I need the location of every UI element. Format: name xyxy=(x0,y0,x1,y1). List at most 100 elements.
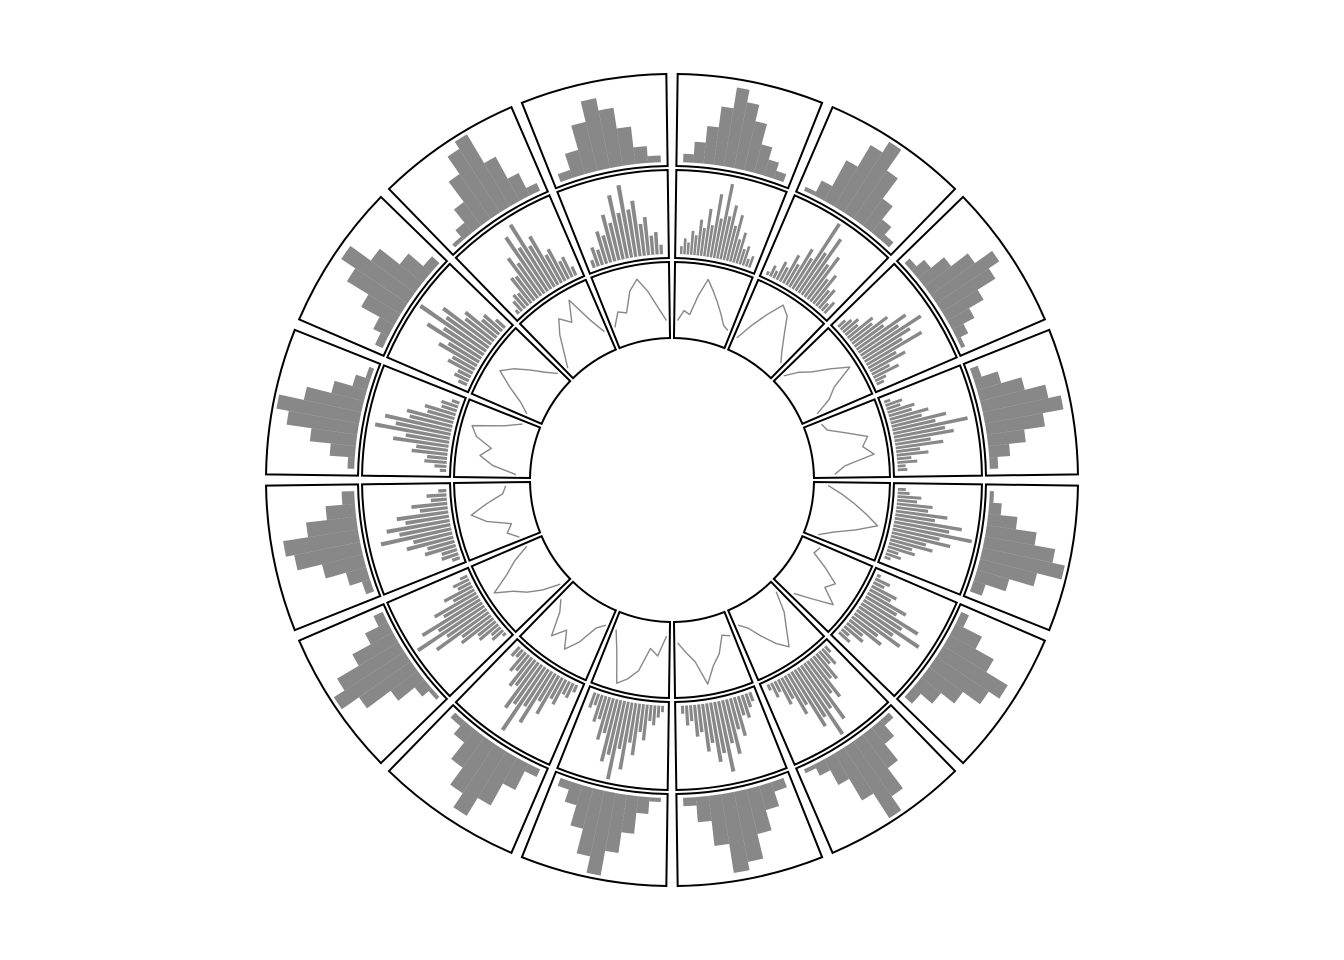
hist-bar xyxy=(451,355,476,371)
hist-bar xyxy=(701,703,711,752)
hist-bar xyxy=(443,584,474,603)
hist-bar xyxy=(386,518,450,534)
hist-bar xyxy=(399,253,431,283)
hist-bar xyxy=(464,310,498,339)
hist-bar xyxy=(982,536,1056,563)
hist-bar xyxy=(982,395,1064,424)
cell-border-t1-s5 xyxy=(962,483,1079,632)
cell-border-t1-s8 xyxy=(675,770,824,887)
hist-bar xyxy=(788,248,814,288)
cell-border-t1-s14 xyxy=(297,195,449,358)
hist-bar xyxy=(876,573,882,579)
cell-border-t2-s9 xyxy=(556,684,670,791)
line-series xyxy=(783,366,851,415)
track-2 xyxy=(374,183,973,780)
hist-bar xyxy=(405,514,450,526)
hist-bar xyxy=(608,222,621,261)
hist-bar xyxy=(887,402,915,414)
cell-border-t3-s8 xyxy=(672,610,754,699)
hist-bar xyxy=(515,648,524,658)
hist-bar xyxy=(803,764,817,774)
hist-bar xyxy=(977,377,1025,402)
cell-border-t2-s12 xyxy=(361,482,468,596)
cell-border-t1-s15 xyxy=(387,105,550,257)
hist-bar xyxy=(717,700,736,773)
hist-bar xyxy=(989,456,999,469)
hist-bar xyxy=(435,611,490,652)
hist-bar xyxy=(605,700,627,780)
hist-bar xyxy=(837,631,851,644)
hist-bar xyxy=(588,692,597,709)
hist-bar xyxy=(558,260,571,280)
hist-bar xyxy=(765,270,770,276)
hist-bar xyxy=(883,398,891,404)
hist-bar xyxy=(500,666,547,732)
hist-bar xyxy=(590,259,596,269)
cell-border-t1-s13 xyxy=(265,328,382,477)
hist-bar xyxy=(359,661,418,709)
hist-bar xyxy=(564,781,583,806)
hist-bar xyxy=(977,558,1038,587)
hist-bar xyxy=(286,410,360,435)
hist-bar xyxy=(453,721,475,743)
hist-bar xyxy=(744,693,753,708)
hist-bar xyxy=(735,232,748,264)
hist-bar xyxy=(734,789,764,862)
cell-border-t1-s16 xyxy=(520,73,669,190)
hist-bar xyxy=(782,254,801,284)
hist-bar xyxy=(862,598,919,636)
hist-bar xyxy=(399,523,451,537)
hist-bar xyxy=(346,268,408,315)
hist-bar xyxy=(754,144,773,176)
hist-bar xyxy=(656,705,661,718)
hist-bar xyxy=(986,513,1018,530)
hist-bar xyxy=(758,782,780,811)
hist-bar xyxy=(696,219,704,256)
hist-bar xyxy=(894,437,931,446)
hist-bar xyxy=(734,102,760,171)
hist-bar xyxy=(653,232,659,255)
hist-bar xyxy=(988,443,1011,458)
hist-bar xyxy=(824,160,858,207)
hist-bar xyxy=(439,468,447,473)
hist-bar xyxy=(748,691,755,702)
hist-bar xyxy=(411,501,448,509)
hist-bar xyxy=(775,261,788,281)
hist-bar xyxy=(523,668,550,708)
hist-bar xyxy=(869,350,906,373)
hist-bar xyxy=(988,502,1002,516)
hist-bar xyxy=(863,337,903,363)
hist-bar xyxy=(450,712,465,727)
hist-bar xyxy=(433,591,477,619)
hist-bar xyxy=(889,538,933,553)
cell-border-t1-s9 xyxy=(520,770,669,887)
cell-border-t1-s6 xyxy=(895,602,1047,765)
hist-bar xyxy=(809,657,842,698)
hist-bar xyxy=(716,183,735,259)
hist-bar xyxy=(361,294,401,326)
hist-bar xyxy=(839,318,853,331)
cell-border-t3-s13 xyxy=(453,398,542,480)
hist-bar xyxy=(457,379,468,387)
cell-border-t2-s14 xyxy=(385,262,515,394)
hist-bar xyxy=(374,422,451,440)
hist-bar xyxy=(884,555,891,561)
hist-bar xyxy=(515,653,531,672)
hist-bar xyxy=(693,141,706,164)
hist-bar xyxy=(598,107,623,169)
hist-bar xyxy=(884,398,903,407)
hist-bar xyxy=(617,701,630,750)
hist-bar xyxy=(528,235,560,286)
cell-border-t3-s16 xyxy=(590,261,672,350)
hist-bar xyxy=(421,598,481,638)
hist-bar xyxy=(549,676,564,700)
hist-bar xyxy=(848,618,883,647)
hist-bar xyxy=(929,656,989,705)
hist-bar xyxy=(891,411,947,428)
hist-bar xyxy=(544,254,563,284)
hist-bar xyxy=(434,464,447,469)
hist-bar xyxy=(337,642,405,691)
hist-bar xyxy=(414,679,432,697)
hist-bar xyxy=(837,319,847,328)
hist-bar xyxy=(482,313,504,333)
